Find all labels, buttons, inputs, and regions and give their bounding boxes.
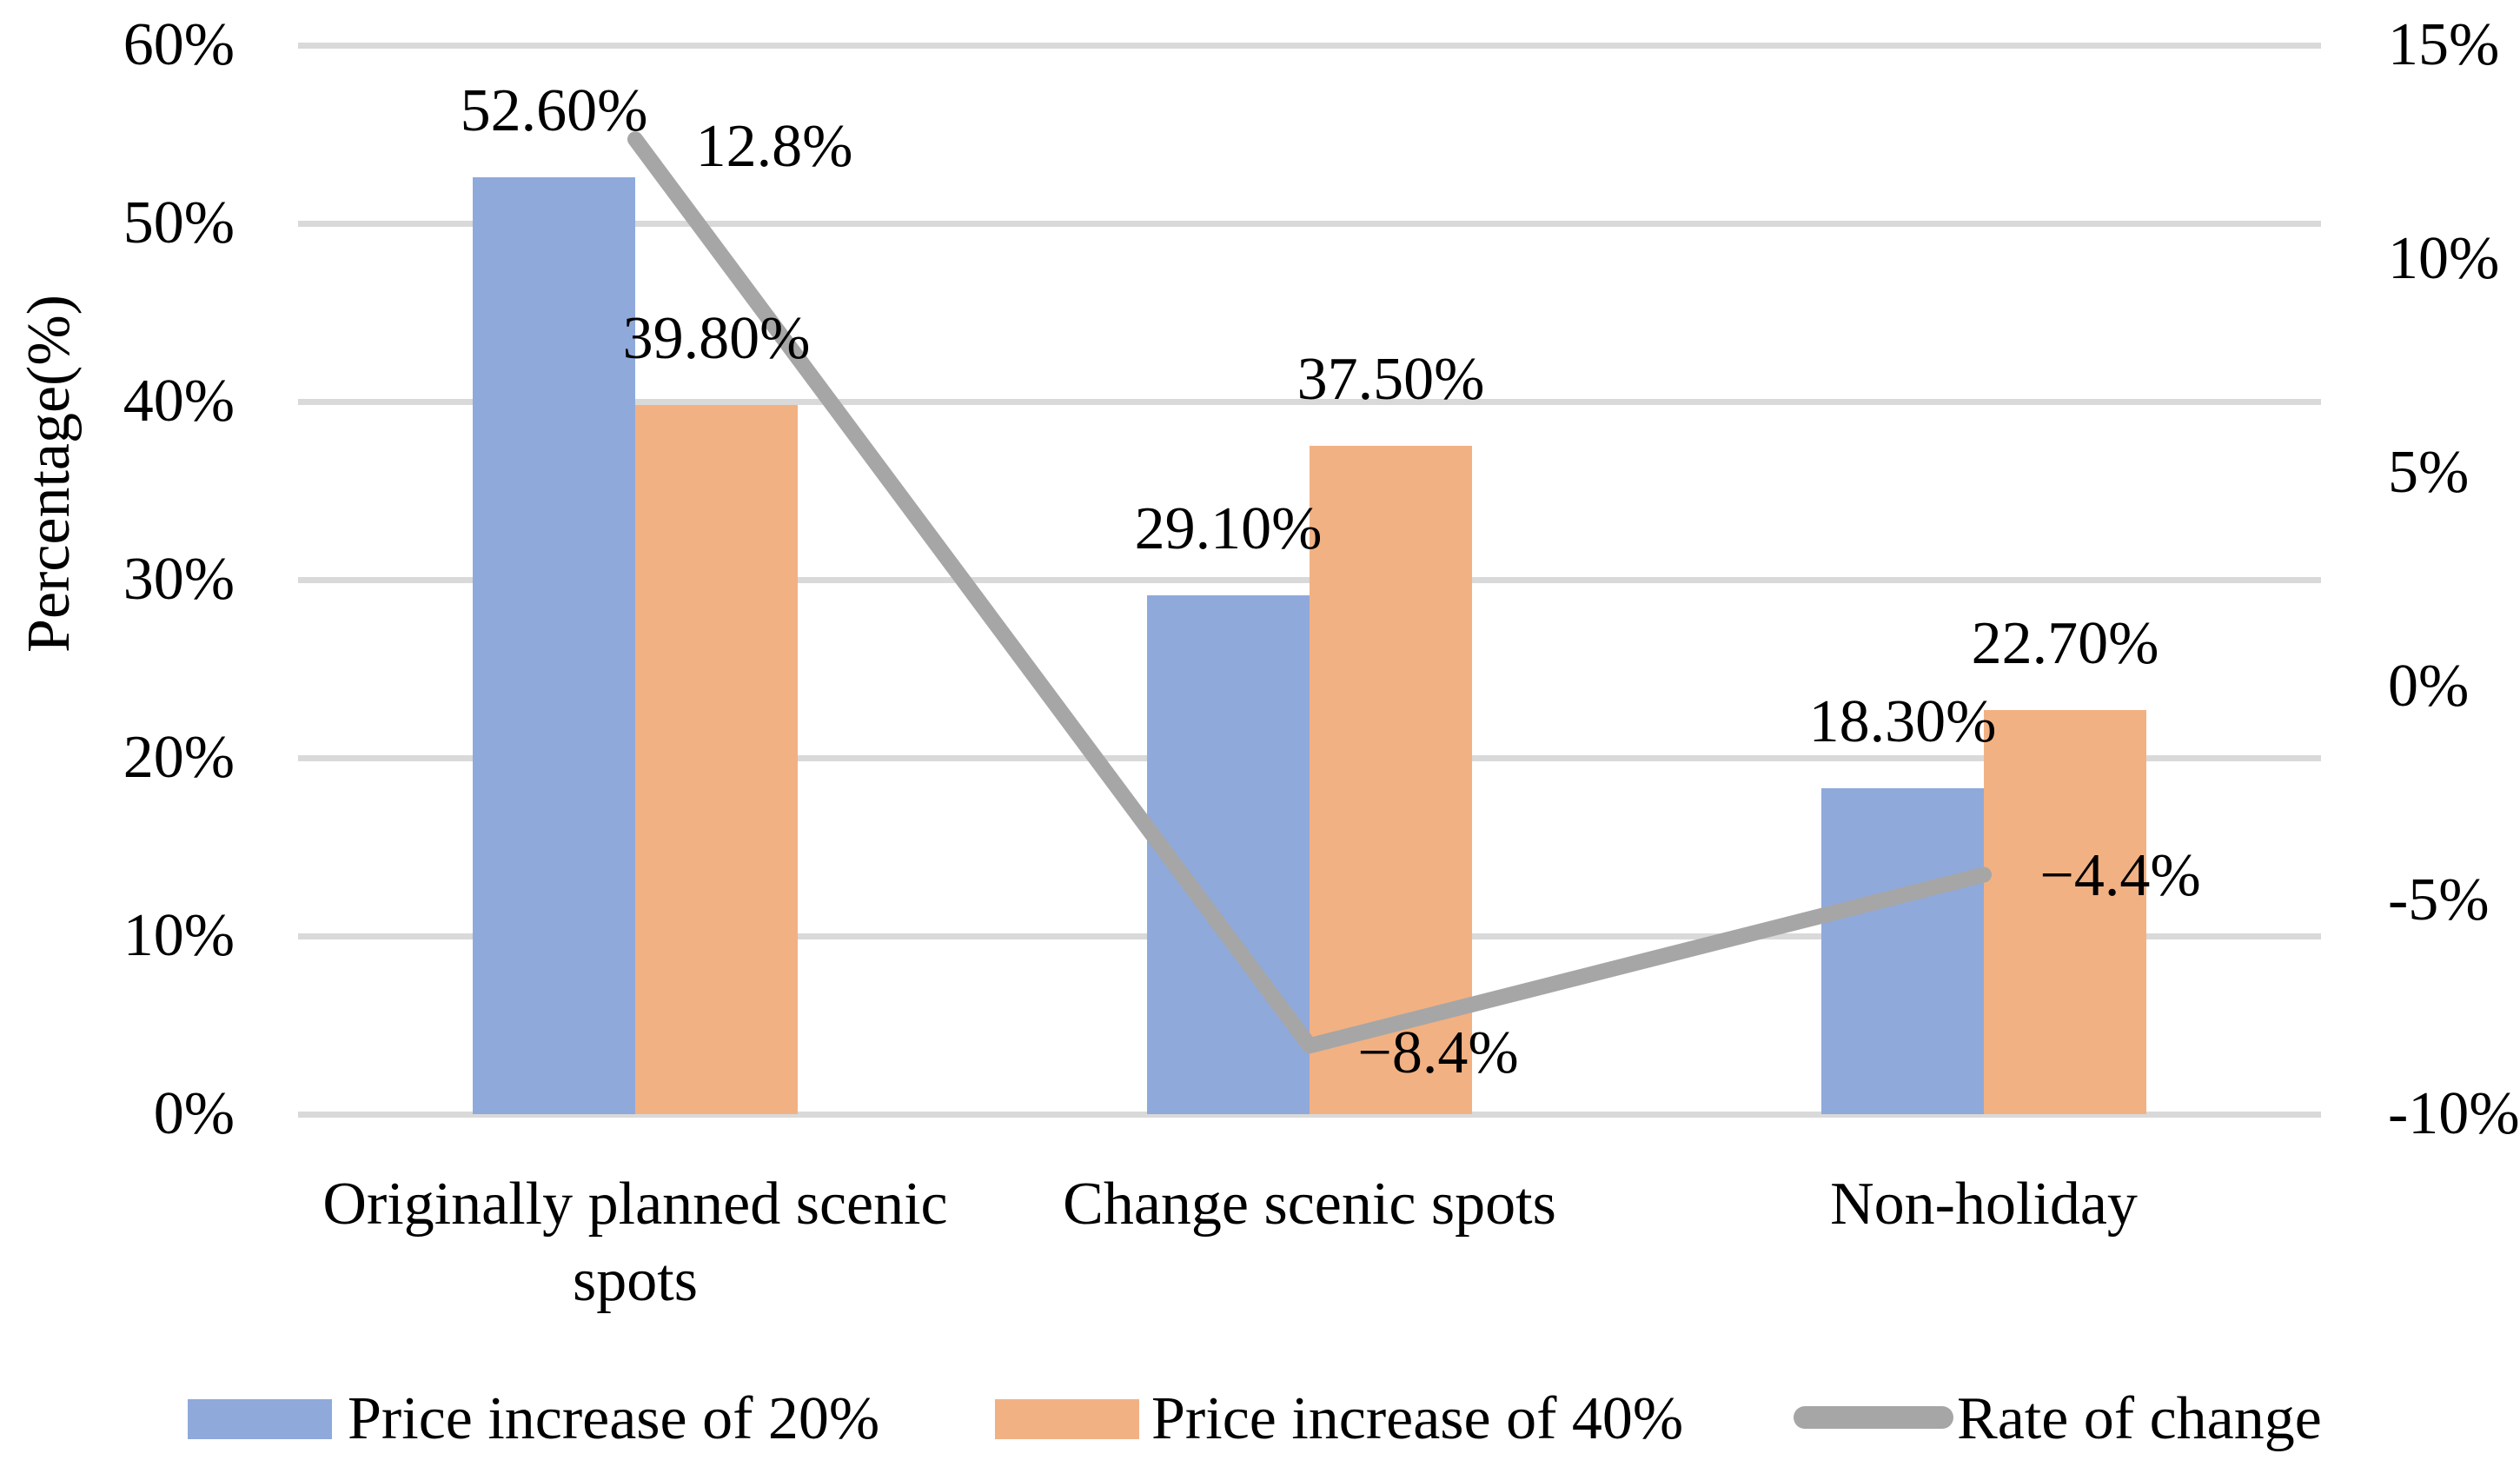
right-axis-tick-label: 5% xyxy=(2388,439,2470,506)
left-axis-tick-label: 30% xyxy=(123,546,235,613)
line-data-label: −4.4% xyxy=(2039,842,2201,910)
bar-data-label: 39.80% xyxy=(622,305,811,373)
left-axis-tick-label: 20% xyxy=(123,724,235,791)
category-label: Change scenic spots xyxy=(1063,1171,1556,1238)
legend-swatch-1 xyxy=(188,1399,332,1439)
category-label: Non-holiday xyxy=(1830,1171,2138,1238)
bar-series-2-cat-3 xyxy=(1984,709,2146,1114)
right-axis-tick-label: -10% xyxy=(2388,1080,2520,1147)
bar-data-label: 18.30% xyxy=(1808,687,1997,755)
right-axis-tick-label: -5% xyxy=(2388,866,2490,933)
legend-label: Rate of change xyxy=(1957,1385,2322,1452)
legend-swatch-2 xyxy=(995,1399,1139,1439)
bar-data-label: 52.60% xyxy=(460,76,648,144)
legend-label: Price increase of 40% xyxy=(1151,1385,1684,1452)
category-label: Originally planned scenic spots xyxy=(322,1171,948,1314)
gridline xyxy=(298,398,2321,405)
bar-data-label: 22.70% xyxy=(1971,609,2159,677)
right-axis-tick-label: 15% xyxy=(2388,11,2500,78)
left-axis-tick-label: 10% xyxy=(123,902,235,969)
legend-line-swatch xyxy=(1794,1406,1953,1429)
right-axis-tick-label: 0% xyxy=(2388,653,2470,720)
bar-series-2-cat-1 xyxy=(635,405,798,1114)
right-axis-tick-label: 10% xyxy=(2388,225,2500,292)
bar-series-1-cat-1 xyxy=(473,176,635,1114)
left-axis-tick-label: 0% xyxy=(153,1080,235,1147)
bar-data-label: 29.10% xyxy=(1134,495,1323,563)
bar-series-2-cat-2 xyxy=(1310,446,1472,1114)
left-axis-tick-label: 60% xyxy=(123,11,235,78)
legend-label: Price increase of 20% xyxy=(348,1385,880,1452)
rate-line-path xyxy=(627,131,1992,1054)
left-axis-tick-label: 40% xyxy=(123,368,235,435)
gridline xyxy=(298,42,2321,49)
bar-data-label: 37.50% xyxy=(1296,346,1485,414)
line-data-label: 12.8% xyxy=(695,113,853,181)
bar-series-1-cat-3 xyxy=(1821,787,1984,1114)
gridline xyxy=(298,1111,2321,1118)
gridline xyxy=(298,220,2321,227)
left-axis-tick-label: 50% xyxy=(123,189,235,256)
line-data-label: −8.4% xyxy=(1357,1019,1519,1087)
